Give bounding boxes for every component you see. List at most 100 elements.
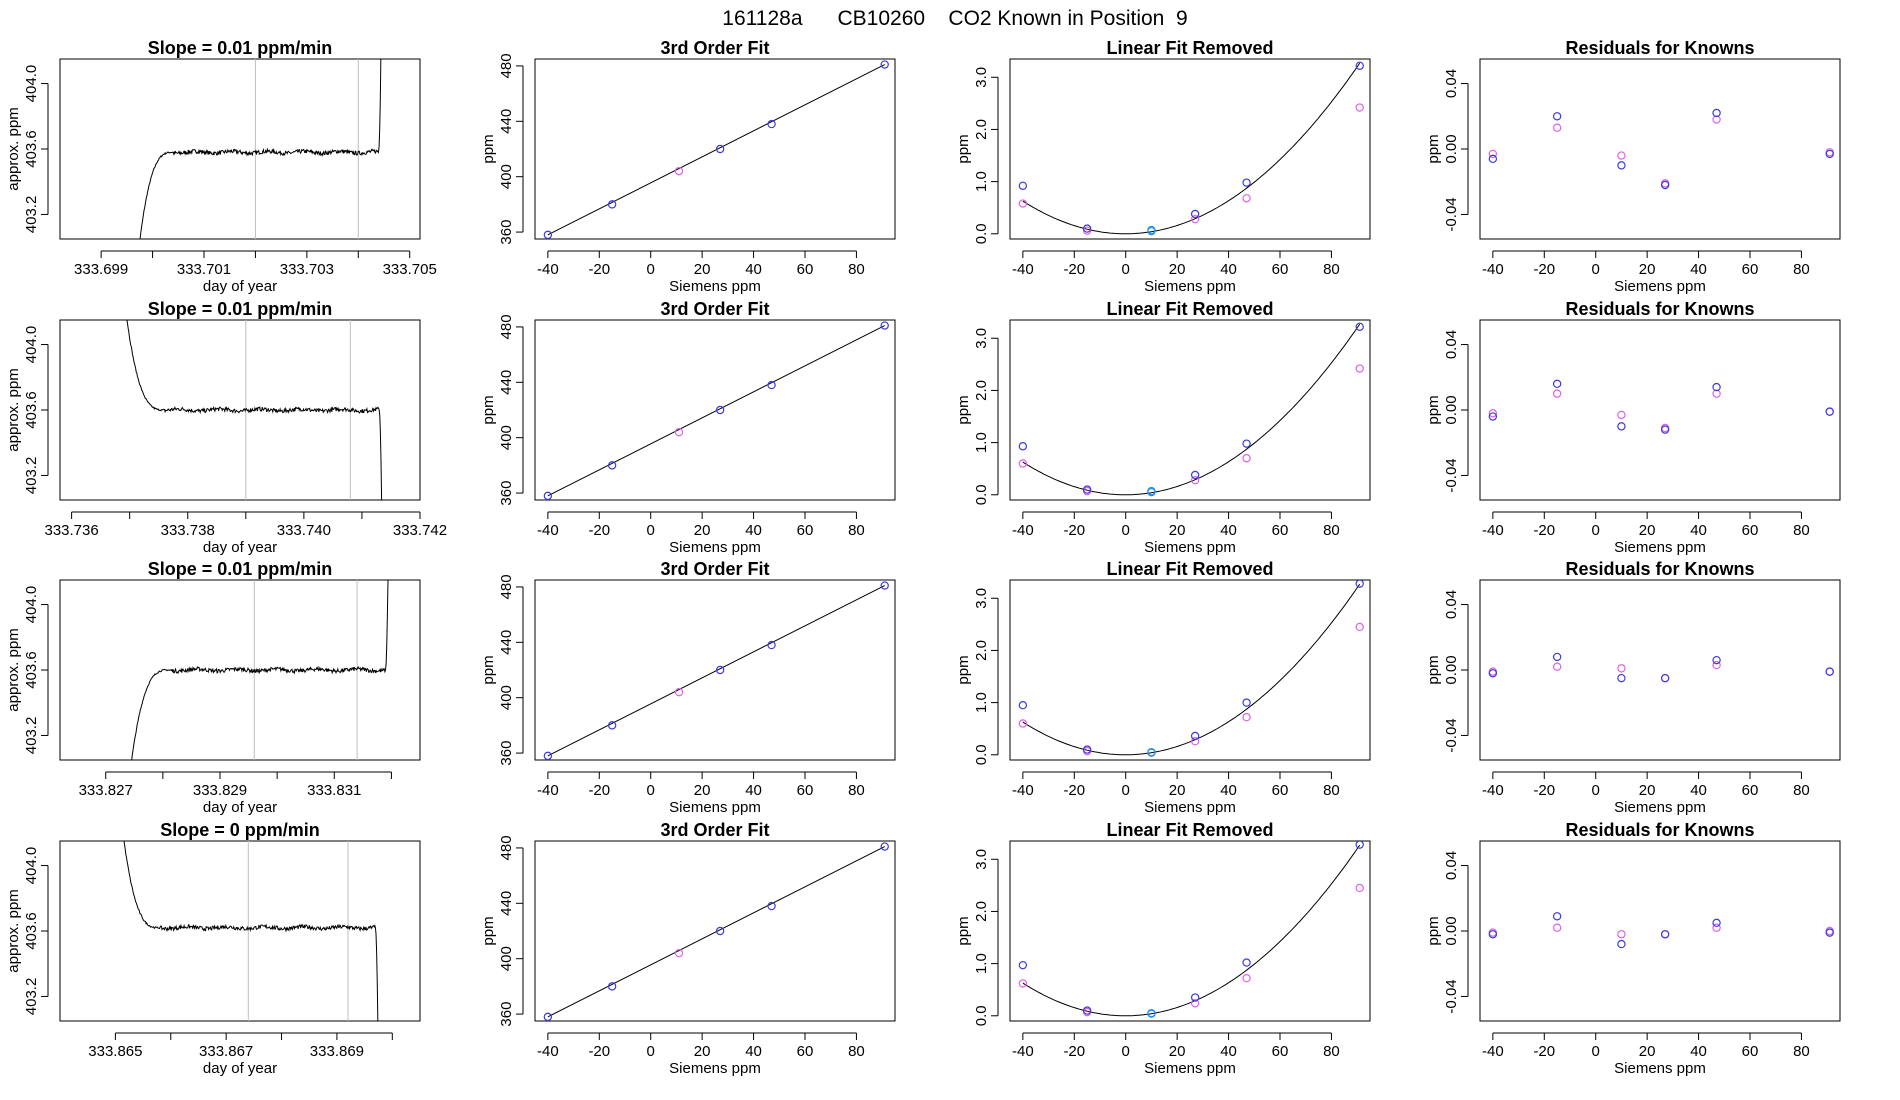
y-axis-label: ppm bbox=[480, 395, 497, 424]
y-tick-label: 0.0 bbox=[973, 744, 990, 765]
known-point bbox=[715, 926, 725, 936]
y-axis-label: ppm bbox=[955, 655, 972, 684]
siemens-residual-point bbox=[1488, 149, 1498, 159]
x-tick-label: 333.703 bbox=[280, 261, 334, 278]
x-axis-label: day of year bbox=[203, 799, 277, 816]
known-residual-point bbox=[1712, 918, 1721, 928]
x-tick-label: 40 bbox=[1220, 782, 1237, 799]
x-axis-label: Siemens ppm bbox=[1614, 799, 1706, 816]
x-tick-label: 80 bbox=[1793, 782, 1810, 799]
known-point bbox=[543, 1012, 553, 1021]
known-residual-point bbox=[1825, 667, 1834, 676]
plot-frame bbox=[1009, 840, 1371, 1022]
known-residual-point bbox=[1552, 912, 1562, 921]
co2-trace-line bbox=[123, 841, 379, 1021]
panel-r1c3: Linear Fit Removed Siemens ppm ppm -40 -20 0 2… bbox=[955, 38, 1371, 295]
x-tick-label: 333.829 bbox=[193, 782, 247, 799]
y-tick-label: 3.0 bbox=[973, 588, 990, 609]
y-tick-label: 0.0 bbox=[973, 223, 990, 244]
y-tick-label: -0.04 bbox=[1443, 718, 1460, 752]
y-tick-label: 404.0 bbox=[23, 586, 40, 624]
plot-frame bbox=[59, 319, 421, 501]
known-residual-point bbox=[1488, 669, 1498, 678]
y-tick-label: 440 bbox=[498, 891, 515, 916]
x-tick-label: 0 bbox=[647, 782, 655, 799]
panel-r1c2: 3rd Order Fit Siemens ppm ppm -40 -20 0 20 40 60… bbox=[480, 38, 896, 295]
x-tick-label: -40 bbox=[1482, 782, 1504, 799]
x-axis-label: Siemens ppm bbox=[669, 799, 761, 816]
known-residual-point bbox=[1660, 673, 1670, 683]
x-tick-label: 333.742 bbox=[393, 522, 447, 539]
panel-title: Residuals for Knowns bbox=[1565, 299, 1754, 319]
y-tick-label: 360 bbox=[498, 1002, 515, 1027]
x-tick-label: 80 bbox=[1323, 1043, 1340, 1060]
x-tick-label: 0 bbox=[1592, 782, 1600, 799]
plot-area bbox=[1018, 580, 1364, 757]
panel-grid: Slope = 0.01 ppm/min day of year approx. p… bbox=[5, 38, 1841, 1077]
plot-frame bbox=[534, 319, 896, 501]
y-axis-label: ppm bbox=[955, 395, 972, 424]
x-tick-label: 0 bbox=[647, 1043, 655, 1060]
y-tick-label: 0.00 bbox=[1443, 134, 1460, 163]
known-point bbox=[767, 380, 776, 390]
plot-area bbox=[543, 60, 889, 239]
x-tick-label: 60 bbox=[1742, 782, 1759, 799]
y-tick-label: 0.04 bbox=[1443, 590, 1460, 619]
quadratic-fit-curve bbox=[1022, 583, 1361, 756]
y-tick-label: 2.0 bbox=[973, 901, 990, 922]
x-tick-label: 40 bbox=[1220, 1043, 1237, 1060]
x-tick-label: -20 bbox=[1533, 1043, 1555, 1060]
panel-r3c4: Residuals for Knowns Siemens ppm ppm -40 -20… bbox=[1425, 559, 1841, 816]
known-point bbox=[767, 901, 776, 911]
known-residual-point bbox=[1712, 655, 1721, 665]
plot-area bbox=[123, 841, 379, 1021]
siemens-point bbox=[1018, 719, 1028, 728]
x-axis-label: Siemens ppm bbox=[1144, 799, 1236, 816]
x-axis-label: Siemens ppm bbox=[1144, 539, 1236, 556]
plot-area bbox=[1488, 912, 1834, 949]
x-tick-label: 80 bbox=[848, 522, 865, 539]
y-tick-label: 404.0 bbox=[23, 326, 40, 364]
x-tick-label: 60 bbox=[797, 522, 814, 539]
siemens-residual-point bbox=[1712, 660, 1721, 670]
x-tick-label: -20 bbox=[1063, 522, 1085, 539]
x-tick-label: -40 bbox=[1012, 1043, 1034, 1060]
plot-frame bbox=[534, 840, 896, 1022]
x-tick-label: 20 bbox=[694, 782, 711, 799]
y-tick-label: 360 bbox=[498, 741, 515, 766]
siemens-residual-point bbox=[1617, 930, 1626, 939]
x-tick-label: 0 bbox=[1122, 522, 1130, 539]
x-tick-label: -40 bbox=[1482, 522, 1504, 539]
x-tick-label: -40 bbox=[1482, 261, 1504, 278]
y-axis-label: approx. ppm bbox=[5, 107, 22, 190]
known-point bbox=[1018, 442, 1028, 451]
x-axis-label: Siemens ppm bbox=[1614, 539, 1706, 556]
x-axis-label: Siemens ppm bbox=[669, 278, 761, 295]
x-tick-label: 40 bbox=[1690, 1043, 1707, 1060]
x-tick-label: 40 bbox=[745, 1043, 762, 1060]
plot-frame bbox=[1479, 579, 1841, 761]
x-axis-label: day of year bbox=[203, 1060, 277, 1077]
zero-point bbox=[1147, 225, 1156, 235]
x-tick-label: 60 bbox=[1272, 261, 1289, 278]
known-point bbox=[1190, 731, 1200, 741]
x-tick-label: 40 bbox=[745, 261, 762, 278]
y-axis-label: ppm bbox=[955, 916, 972, 945]
x-tick-label: 0 bbox=[1122, 261, 1130, 278]
x-tick-label: 40 bbox=[1690, 522, 1707, 539]
y-tick-label: 0.00 bbox=[1443, 655, 1460, 684]
siemens-residual-point bbox=[1712, 923, 1721, 932]
y-tick-label: 403.6 bbox=[23, 651, 40, 689]
y-axis-label: approx. ppm bbox=[5, 368, 22, 451]
y-tick-label: 404.0 bbox=[23, 65, 40, 103]
x-tick-label: -20 bbox=[1533, 522, 1555, 539]
plot-area bbox=[1488, 379, 1834, 434]
panel-title: 3rd Order Fit bbox=[660, 820, 769, 840]
plot-area bbox=[1018, 841, 1364, 1018]
siemens-residual-point bbox=[1617, 410, 1626, 420]
panel-title: Slope = 0.01 ppm/min bbox=[148, 299, 333, 319]
x-tick-label: 333.831 bbox=[307, 782, 361, 799]
plot-area bbox=[131, 580, 389, 760]
figure-title: 161128a CB10260 CO2 Known in Position 9 bbox=[722, 7, 1187, 30]
known-residual-point bbox=[1825, 149, 1834, 159]
